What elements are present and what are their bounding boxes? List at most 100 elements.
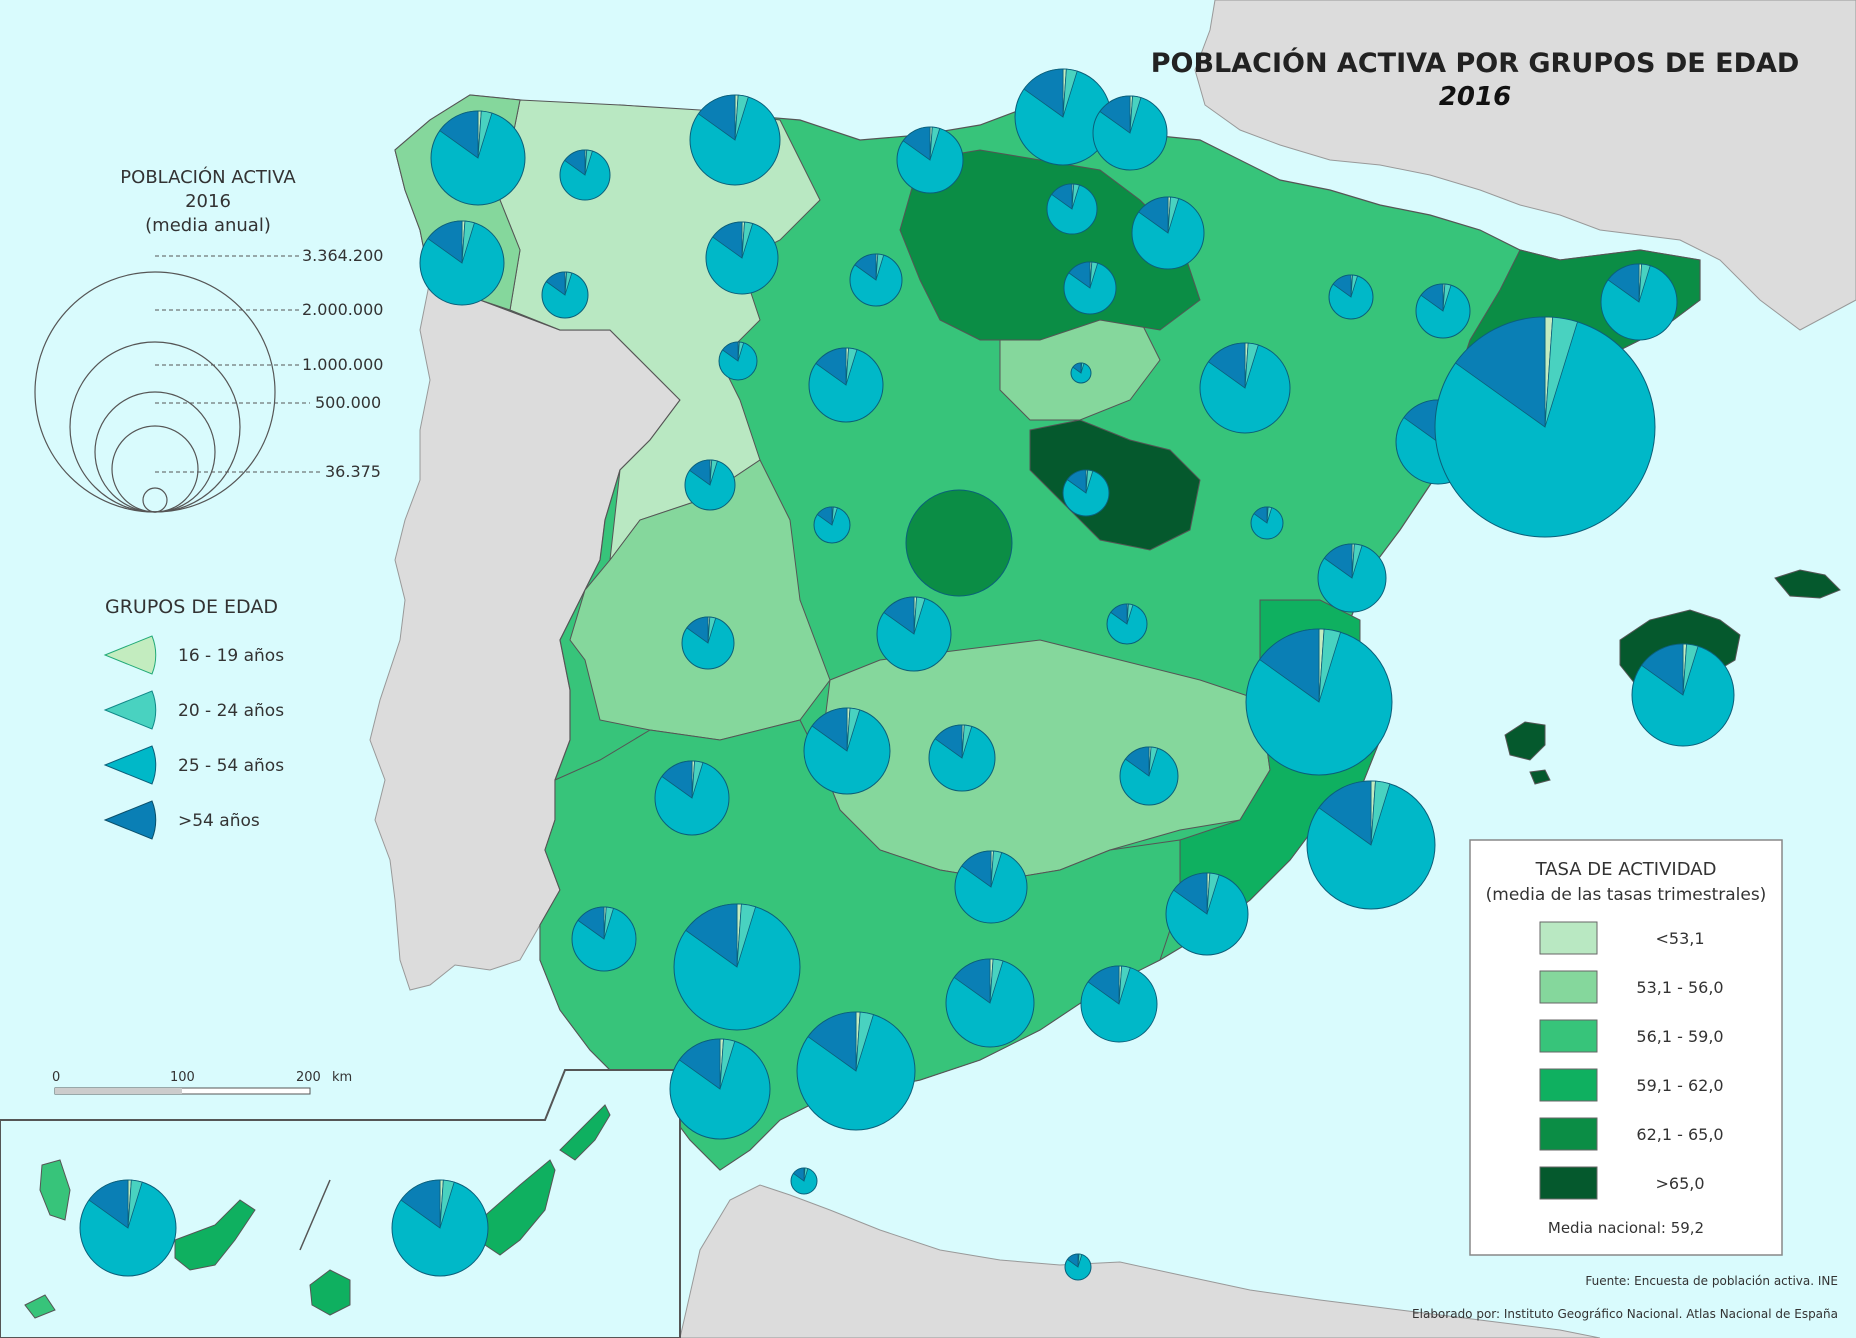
rate-swatch-5 <box>1539 1117 1598 1151</box>
pie-slice-20-24 <box>584 149 593 176</box>
province-pie <box>954 850 1028 924</box>
province-pie <box>808 347 884 423</box>
province-pie <box>1434 316 1656 538</box>
scale-unit: km <box>332 1070 352 1085</box>
pie-slice-over-54 <box>685 903 738 968</box>
pie-slice-20-24 <box>1071 183 1080 210</box>
pie-slice-20-24 <box>1167 196 1180 234</box>
island-el-hierro <box>24 1294 56 1319</box>
pie-slice-20-24 <box>461 220 475 264</box>
pie-slice-over-54 <box>439 110 479 159</box>
size-value-5: 36.375 <box>325 462 381 481</box>
pie-slice-over-54 <box>811 707 848 752</box>
age-swatch-over-54 <box>103 800 157 840</box>
province-pie <box>945 958 1035 1048</box>
rate-swatch-1 <box>1539 921 1598 955</box>
pie-slice-20-24 <box>1129 95 1142 134</box>
pie-slice-20-24 <box>1244 342 1259 389</box>
province-pie <box>1064 1253 1092 1281</box>
province-pie <box>1092 95 1168 171</box>
province-pie <box>896 126 964 194</box>
scale-bar-segment <box>55 1088 182 1094</box>
pie-slice-over-54 <box>1051 183 1073 210</box>
pie-slice-over-54 <box>564 149 586 176</box>
province-pie <box>79 1179 177 1277</box>
pie-slice-20-24 <box>929 126 941 161</box>
pie-slice-20-24 <box>990 850 1003 888</box>
province-pie <box>876 596 952 672</box>
pie-slice-20-24 <box>1351 543 1363 579</box>
north-africa-land <box>679 1184 1601 1338</box>
island-lanzarote <box>559 1104 611 1161</box>
province-pie <box>1119 746 1179 806</box>
island-formentera <box>1529 769 1551 785</box>
pie-slice-20-24 <box>741 221 754 259</box>
province-pie <box>1631 643 1735 747</box>
pie-slice-over-54 <box>807 1011 857 1072</box>
pie-slice-over-54 <box>1087 965 1120 1005</box>
scale-tick-100: 100 <box>170 1070 195 1085</box>
size-value-1: 3.364.200 <box>302 246 383 265</box>
rate-swatch-4 <box>1539 1068 1598 1102</box>
pie-slice-20-24 <box>1638 263 1651 303</box>
pie-slice-20-24 <box>1206 872 1220 915</box>
rate-swatch-2 <box>1539 970 1598 1004</box>
rate-legend: TASA DE ACTIVIDAD (media de las tasas tr… <box>1469 839 1783 1256</box>
province-pie <box>1306 780 1436 910</box>
size-legend-year: 2016 <box>185 191 231 212</box>
age-label-25-54: 25 - 54 años <box>178 756 284 776</box>
island-la-palma <box>39 1159 71 1221</box>
pie-slice-over-54 <box>1253 506 1268 524</box>
province-pie <box>684 459 736 511</box>
province-pie <box>689 94 781 186</box>
pie-slice-20-24 <box>1126 603 1134 625</box>
author-credit: Elaborado por: Instituto Geográfico Naci… <box>1412 1307 1838 1321</box>
pie-slice-over-54 <box>712 221 743 259</box>
province-pie <box>718 341 758 381</box>
pie-slice-over-54 <box>854 253 877 281</box>
pie-slice-20-24 <box>709 459 718 486</box>
province-pie <box>1046 183 1098 235</box>
province-pie <box>1063 261 1117 315</box>
pie-slice-over-54 <box>400 1179 441 1229</box>
pie-slice-over-54 <box>1640 643 1684 696</box>
pie-slice-over-54 <box>1138 196 1169 234</box>
pie-slice-20-24 <box>1350 274 1359 298</box>
age-legend-title: GRUPOS DE EDAD <box>105 596 278 618</box>
pie-slice-20-24 <box>1080 362 1085 374</box>
madrid-center <box>905 489 1013 597</box>
pie-slice-20-24 <box>913 596 926 635</box>
pie-slice-20-24 <box>1682 643 1699 696</box>
size-value-4: 500.000 <box>315 393 381 412</box>
pie-slice-20-24 <box>989 958 1004 1004</box>
rate-label-1: <53,1 <box>1655 929 1704 948</box>
province-pie <box>1106 603 1148 645</box>
province-pie <box>705 221 779 295</box>
pie-slice-20-24 <box>846 707 861 752</box>
province-pie <box>654 760 730 836</box>
rate-legend-box <box>1469 839 1783 1256</box>
pie-slice-20-24 <box>1077 1253 1083 1268</box>
scale-bar: 0 100 200 km <box>52 1070 352 1095</box>
pie-slice-over-54 <box>815 347 847 386</box>
canary-divider <box>299 1179 331 1251</box>
pie-slice-over-54 <box>902 126 931 161</box>
age-legend: GRUPOS DE EDAD 16 - 19 años 20 - 24 años… <box>103 596 284 840</box>
province-pie <box>673 903 801 1031</box>
region-soria <box>1029 419 1201 551</box>
province-pie <box>1245 628 1393 776</box>
pie-slice-over-54 <box>792 1167 805 1182</box>
pie-slice-over-54 <box>934 724 963 759</box>
pie-slice-20-24 <box>1148 746 1159 777</box>
size-circle-36375 <box>142 487 168 513</box>
pie-slice-over-54 <box>545 271 566 296</box>
age-label-over-54: >54 años <box>178 811 260 831</box>
pie-slice-over-54 <box>1454 316 1546 428</box>
island-ibiza <box>1504 721 1546 761</box>
pie-slice-20-24 <box>691 760 704 799</box>
province-pie <box>541 271 589 319</box>
province-pie <box>1317 543 1387 613</box>
pie-slice-over-54 <box>1332 274 1352 298</box>
island-menorca <box>1774 569 1841 599</box>
